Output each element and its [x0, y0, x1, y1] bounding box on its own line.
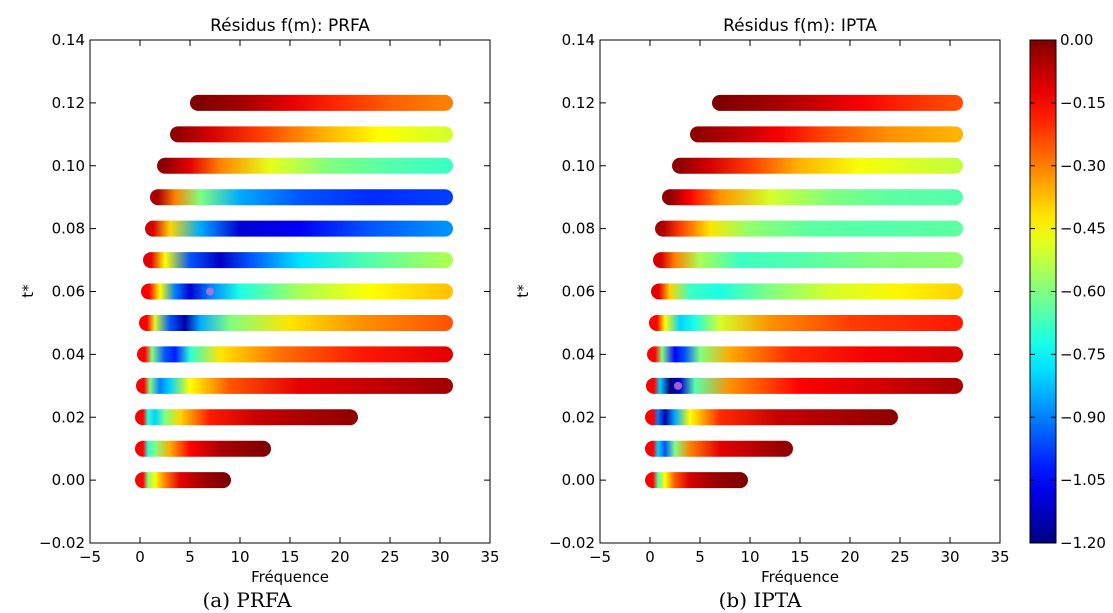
y-axis-label: t* [514, 284, 532, 298]
x-tick-label: 10 [740, 548, 759, 566]
x-tick-label: 0 [135, 548, 145, 566]
x-tick-label: 35 [990, 548, 1009, 566]
y-tick-label: −0.02 [39, 534, 85, 552]
y-tick-label: 0.00 [52, 471, 85, 489]
y-tick-label: 0.06 [562, 283, 595, 301]
colorbar-tick-label: −0.30 [1060, 157, 1106, 175]
x-axis-label: Fréquence [251, 568, 329, 586]
y-tick-label: 0.14 [52, 31, 85, 49]
figure-caption: (a) PRFA [203, 588, 293, 612]
colorbar-tick-label: −1.20 [1060, 534, 1106, 552]
y-tick-label: 0.10 [52, 157, 85, 175]
x-tick-label: 20 [330, 548, 349, 566]
y-tick-label: 0.12 [52, 94, 85, 112]
y-tick-label: 0.06 [52, 283, 85, 301]
y-axis-label: t* [19, 284, 37, 298]
x-tick-label: −5 [79, 548, 101, 566]
y-tick-label: 0.12 [562, 94, 595, 112]
y-tick-label: 0.08 [562, 220, 595, 238]
x-tick-label: 10 [230, 548, 249, 566]
x-axis-label: Fréquence [761, 568, 839, 586]
y-tick-label: −0.02 [549, 534, 595, 552]
x-tick-label: −5 [589, 548, 611, 566]
x-tick-label: 25 [890, 548, 909, 566]
x-ticks: −5 0 5 10 15 20 25 30 35 [589, 40, 1010, 566]
x-tick-label: 25 [380, 548, 399, 566]
y-tick-label: 0.14 [562, 31, 595, 49]
best-fit-marker [206, 287, 214, 296]
x-tick-label: 15 [280, 548, 299, 566]
x-tick-label: 20 [840, 548, 859, 566]
panel-prfa: Résidus f(m): PRFA −5 0 5 10 15 20 25 30 35 −0.0… [19, 16, 500, 612]
colorbar-ticks: 0.00 −0.15 −0.30 −0.45 −0.60 −0.75 −0.90 −1.05 −… [1030, 31, 1106, 552]
figure-caption: (b) IPTA [719, 588, 802, 612]
x-tick-label: 5 [695, 548, 705, 566]
colorbar-tick-label: 0.00 [1060, 31, 1093, 49]
x-tick-label: 15 [790, 548, 809, 566]
x-ticks: −5 0 5 10 15 20 25 30 35 [79, 40, 500, 566]
colorbar: 0.00 −0.15 −0.30 −0.45 −0.60 −0.75 −0.90 −1.05 −… [1029, 31, 1106, 552]
y-tick-label: 0.04 [52, 345, 85, 363]
colorbar-tick-label: −0.75 [1060, 345, 1106, 363]
chart-title: Résidus f(m): PRFA [210, 16, 370, 36]
best-fit-markers [674, 381, 682, 390]
panel-ipta: Résidus f(m): IPTA −5 0 5 10 15 20 25 30 35 −0.0… [514, 16, 1010, 612]
colorbar-tick-label: −0.45 [1060, 220, 1106, 238]
data-rows [135, 94, 453, 489]
best-fit-markers [206, 287, 214, 296]
x-tick-label: 30 [940, 548, 959, 566]
colorbar-tick-label: −1.05 [1060, 471, 1106, 489]
y-tick-label: 0.02 [562, 408, 595, 426]
y-tick-label: 0.04 [562, 345, 595, 363]
y-ticks: −0.02 0.00 0.02 0.04 0.06 0.08 0.10 0.12 0.14 [39, 31, 490, 552]
best-fit-marker [674, 381, 682, 390]
y-tick-label: 0.02 [52, 408, 85, 426]
y-tick-label: 0.08 [52, 220, 85, 238]
data-rows [645, 94, 963, 489]
x-tick-label: 30 [430, 548, 449, 566]
y-ticks: −0.02 0.00 0.02 0.04 0.06 0.08 0.10 0.12 0.14 [549, 31, 1000, 552]
colorbar-tick-label: −0.90 [1060, 408, 1106, 426]
y-tick-label: 0.10 [562, 157, 595, 175]
x-tick-label: 0 [645, 548, 655, 566]
chart-title: Résidus f(m): IPTA [723, 16, 877, 36]
x-tick-label: 5 [185, 548, 195, 566]
colorbar-tick-label: −0.60 [1060, 283, 1106, 301]
y-tick-label: 0.00 [562, 471, 595, 489]
x-tick-label: 35 [480, 548, 499, 566]
colorbar-tick-label: −0.15 [1060, 94, 1106, 112]
